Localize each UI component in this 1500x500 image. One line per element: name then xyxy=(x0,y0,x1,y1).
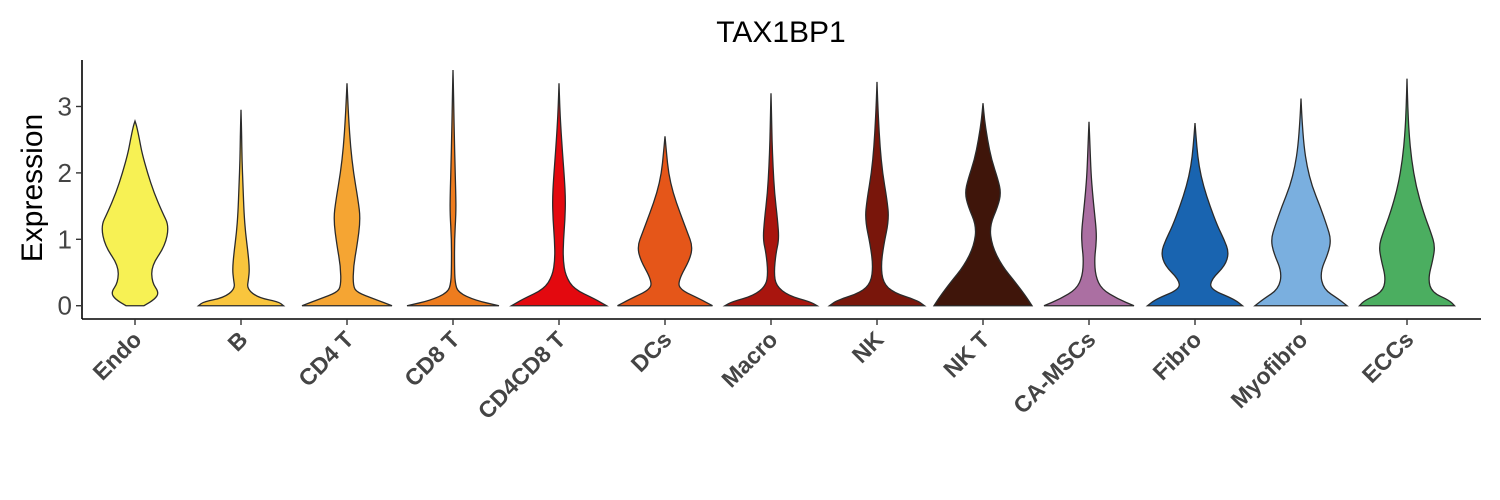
y-tick-label: 2 xyxy=(58,158,72,188)
x-tick-label: B xyxy=(222,326,252,356)
x-tick-label: CD4CD8 T xyxy=(473,326,571,424)
violin-cd4-t xyxy=(301,83,393,307)
violin-dcs xyxy=(617,136,713,307)
chart-title: TAX1BP1 xyxy=(716,16,846,49)
x-tick-label: NK T xyxy=(938,326,994,382)
x-tick-label: Endo xyxy=(87,326,146,385)
x-tick-label: Macro xyxy=(716,326,782,392)
violin-fibro xyxy=(1145,123,1245,307)
violin-nk-t xyxy=(932,103,1034,307)
violin-nk xyxy=(827,81,927,307)
violin-eccs xyxy=(1357,78,1457,307)
x-tick-label: DCs xyxy=(626,326,677,377)
y-tick-label: 0 xyxy=(58,291,72,321)
violin-macro xyxy=(722,93,820,307)
x-tick-label: Fibro xyxy=(1147,326,1206,385)
x-tick-group: Endo B CD4 T CD8 T CD4CD8 T DCs Macro NK NK T CA-… xyxy=(87,319,1419,424)
x-tick-label: CD8 T xyxy=(399,326,464,391)
violin-myofibro xyxy=(1253,98,1349,307)
y-tick-label: 1 xyxy=(58,224,72,254)
x-tick-label: CD4 T xyxy=(293,326,358,391)
violin-b xyxy=(196,109,286,307)
x-tick-label: CA-MSCs xyxy=(1008,326,1100,418)
x-tick-label: ECCs xyxy=(1357,326,1419,388)
y-tick-group: 0 1 2 3 xyxy=(58,91,82,321)
violin-group xyxy=(101,69,1457,307)
violin-cd4cd8-t xyxy=(509,83,609,307)
violin-endo xyxy=(101,119,169,307)
violin-ca-mscs xyxy=(1043,121,1135,307)
x-tick-label: Myofibro xyxy=(1225,326,1312,413)
y-axis-label: Expression xyxy=(16,114,49,262)
y-tick-label: 3 xyxy=(58,91,72,121)
violin-cd8-t xyxy=(406,69,500,307)
x-tick-label: NK xyxy=(847,326,889,368)
